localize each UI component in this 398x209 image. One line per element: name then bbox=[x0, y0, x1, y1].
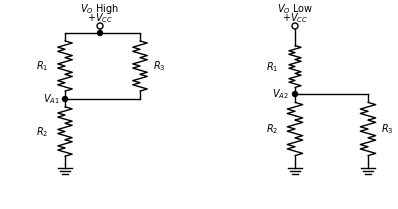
Text: $V_O$ High: $V_O$ High bbox=[80, 2, 119, 16]
Circle shape bbox=[98, 31, 103, 36]
Text: $R_2$: $R_2$ bbox=[266, 122, 278, 136]
Text: $R_3$: $R_3$ bbox=[381, 122, 394, 136]
Text: $V_O$ Low: $V_O$ Low bbox=[277, 2, 313, 16]
Text: $+V_{CC}$: $+V_{CC}$ bbox=[282, 11, 308, 25]
Circle shape bbox=[97, 23, 103, 29]
Text: $V_{A1}$: $V_{A1}$ bbox=[43, 92, 60, 106]
Circle shape bbox=[293, 92, 297, 97]
Text: $+V_{CC}$: $+V_{CC}$ bbox=[87, 11, 113, 25]
Text: $R_1$: $R_1$ bbox=[265, 60, 278, 74]
Circle shape bbox=[292, 23, 298, 29]
Text: $V_{A2}$: $V_{A2}$ bbox=[272, 87, 289, 101]
Text: $R_1$: $R_1$ bbox=[35, 59, 48, 73]
Circle shape bbox=[62, 97, 68, 102]
Text: $R_2$: $R_2$ bbox=[36, 125, 48, 139]
Text: $R_3$: $R_3$ bbox=[153, 59, 166, 73]
